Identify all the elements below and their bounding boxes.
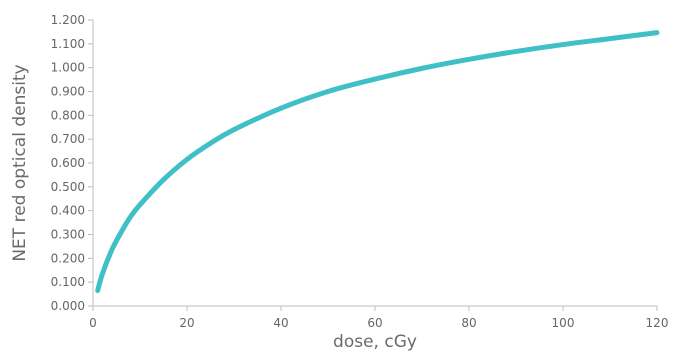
x-tick-label: 20 [179,316,194,330]
series-layer [95,30,660,294]
y-tick-label: 1.200 [51,13,85,27]
x-tick-label: 40 [273,316,288,330]
y-tick-label: 0.100 [51,275,85,289]
y-tick-label: 0.900 [51,85,85,99]
y-tick-label: 0.400 [51,204,85,218]
x-axis-title: dose, cGy [333,332,417,352]
y-tick-label: 0.000 [51,299,85,313]
series-line-0 [95,30,660,294]
y-axis-title: NET red optical density [10,64,30,261]
y-axis-ticks: 0.000 0.100 0.200 0.300 0.400 0.500 0.600 0.700… [51,13,93,313]
y-tick-label: 0.500 [51,180,85,194]
x-tick-label: 60 [367,316,382,330]
y-tick-label: 0.200 [51,251,85,265]
x-tick-label: 120 [646,316,669,330]
y-tick-label: 1.100 [51,37,85,51]
y-tick-label: 0.600 [51,156,85,170]
x-axis-ticks: 0 20 40 60 80 100 120 [89,306,668,330]
y-tick-label: 0.800 [51,108,85,122]
y-tick-label: 1.000 [51,61,85,75]
x-tick-label: 80 [461,316,476,330]
y-tick-label: 0.300 [51,228,85,242]
y-tick-label: 0.700 [51,132,85,146]
x-tick-label: 100 [552,316,575,330]
x-tick-label: 0 [89,316,97,330]
